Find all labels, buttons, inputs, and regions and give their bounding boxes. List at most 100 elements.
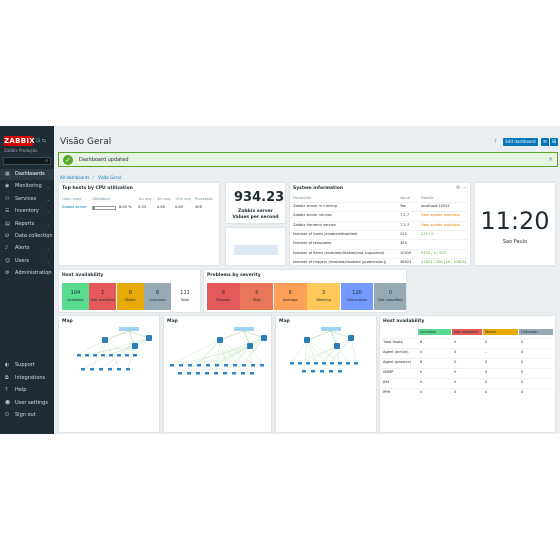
map-link <box>321 337 352 371</box>
sidebar-item-dashboards[interactable]: ▦ Dashboards <box>0 169 54 180</box>
kiosk-icon[interactable]: ⊡ <box>36 138 41 144</box>
search-icon[interactable]: ⌕ <box>45 158 48 164</box>
map-canvas-3[interactable] <box>276 324 377 433</box>
tile-available[interactable]: 104 Available <box>62 283 89 310</box>
zabbix-logo[interactable]: ZABBIX <box>4 136 35 146</box>
map-link <box>219 339 244 373</box>
details: localhost:10051 <box>421 204 450 208</box>
sidebar-item-users[interactable]: ☺ Users ⌄ <box>0 256 54 267</box>
tile-mixed[interactable]: 0 Mixed <box>116 283 144 310</box>
row-divider <box>382 367 553 369</box>
tile-count: 3 <box>322 290 326 296</box>
map-link <box>216 337 265 365</box>
map-switch-icon <box>117 354 121 357</box>
map-canvas-2[interactable] <box>164 324 272 433</box>
map-host-icon <box>334 343 340 349</box>
top-hosts-widget: Top hosts by CPU utilization Host name Ut… <box>58 182 220 266</box>
sidebar-item-data-collection[interactable]: ⛁ Data collection ⌄ <box>0 231 54 242</box>
map-link <box>224 345 251 373</box>
sidebar-item-integrations[interactable]: ⧉ Integrations <box>0 373 54 384</box>
value: Yes <box>400 204 406 208</box>
tile-total[interactable]: 111 Total <box>171 283 199 310</box>
sidebar-item-label: Reports <box>15 220 35 227</box>
sidebar-item-services[interactable]: ⚇ Services ⌄ <box>0 194 54 205</box>
widget-title: Map <box>62 319 73 324</box>
count-cell: 0 <box>454 380 457 384</box>
sidebar-item-inventory[interactable]: ☰ Inventory ⌄ <box>0 206 54 217</box>
widget-menu-icon[interactable]: ⚙ ⋯ <box>455 185 467 191</box>
breadcrumb: All dashboards / Visão Geral <box>60 175 121 180</box>
breadcrumb-current[interactable]: Visão Geral <box>98 175 121 180</box>
map-switch-icon <box>354 362 358 365</box>
count-cell: 0 <box>521 370 524 374</box>
map-host-icon <box>247 343 253 349</box>
details: 9742 / 0 / 677 <box>421 250 447 255</box>
close-icon[interactable]: × <box>547 156 553 163</box>
breadcrumb-all-dashboards[interactable]: All dashboards <box>60 175 90 180</box>
map-host-icon <box>348 335 354 341</box>
map-switch-icon <box>302 370 306 373</box>
map-switch-icon <box>178 372 182 375</box>
tile-count: 0 <box>388 290 393 296</box>
map-switch-icon <box>320 370 324 373</box>
widget-title: Host availability <box>62 273 104 278</box>
count-cell: 0 <box>420 380 423 384</box>
map-label-box <box>119 327 139 331</box>
help-icon[interactable]: ? <box>494 139 497 145</box>
sidebar-item-administration[interactable]: ⚙ Administration ⌄ <box>0 268 54 279</box>
tile-disaster[interactable]: 6 Disaster <box>207 283 240 310</box>
sidebar-item-reports[interactable]: ▤ Reports ⌄ <box>0 219 54 230</box>
count-cell: 0 <box>485 340 488 344</box>
tile-average[interactable]: 6 Average <box>273 283 307 310</box>
more-actions-button[interactable]: ≡ <box>541 138 549 146</box>
values-per-second-value: 934.23↓ <box>234 190 285 205</box>
count-cell: 0 <box>521 350 524 354</box>
tile-information[interactable]: 120 Information <box>340 283 374 310</box>
map-link <box>336 345 341 371</box>
tile-unknown[interactable]: 6 Unknown <box>144 283 172 310</box>
tile-label: Disaster <box>216 298 231 302</box>
map-link <box>171 339 221 365</box>
sidebar-item-monitoring[interactable]: ◉ Monitoring ⌄ <box>0 181 54 192</box>
tile-warning[interactable]: 3 Warning <box>307 283 341 310</box>
sidebar-item-label: Users <box>15 257 30 264</box>
map-switch-icon <box>232 372 236 375</box>
sidebar-item-label: Alerts <box>15 245 30 252</box>
row-divider <box>292 220 468 222</box>
sidebar-item-support[interactable]: ◐ Support <box>0 360 54 371</box>
status-header-available: Available <box>418 329 451 335</box>
user-icon: ☺ <box>5 257 11 264</box>
tile-label: High <box>252 298 261 302</box>
tile-high[interactable]: 5 High <box>240 283 274 310</box>
host-availability-widget: Host availability 104 Available 1 Not avail… <box>58 269 201 313</box>
count-cell: 0 <box>420 350 423 354</box>
sidebar-tools[interactable]: ⊡ ⇆ <box>36 138 46 144</box>
tile-not-classified[interactable]: 0 Not classified <box>374 283 406 310</box>
parameter: Number of items (enabled/disabled/not su… <box>293 250 385 255</box>
map-switch-icon <box>338 362 342 365</box>
sidebar-item-label: Help <box>15 387 27 393</box>
value: 10419 <box>400 250 412 255</box>
parameter: Number of triggers (enabled/disabled [pr… <box>293 259 387 264</box>
map-link <box>306 339 317 363</box>
sidebar-item-sign-out[interactable]: ⏻ Sign out <box>0 410 54 421</box>
integrations-icon: ⧉ <box>5 374 9 381</box>
edit-dashboard-button[interactable]: Edit dashboard <box>503 138 538 146</box>
map-switch-icon <box>290 362 294 365</box>
sidebar-item-user-settings[interactable]: ☻ User settings <box>0 398 54 409</box>
collapse-icon[interactable]: ⇆ <box>41 138 46 144</box>
map-link <box>219 330 245 341</box>
sidebar-item-help[interactable]: ? Help <box>0 385 54 396</box>
kiosk-mode-button[interactable]: ⊞ <box>550 138 558 146</box>
sidebar-item-alerts[interactable]: ♪ Alerts ⌄ <box>0 243 54 254</box>
clock-widget: 11:20 Sao Paulo <box>474 182 556 266</box>
host-name-link[interactable]: Zabbix server <box>62 205 87 209</box>
row-divider <box>382 377 553 379</box>
tile-label: Information <box>346 298 368 302</box>
row-divider <box>382 347 553 349</box>
map-canvas-1[interactable] <box>59 324 160 433</box>
count-cell: 0 <box>521 360 524 364</box>
sidebar-search-input[interactable]: ⌕ <box>3 157 51 165</box>
tile-not-available[interactable]: 1 Not available <box>89 283 117 310</box>
map-switch-icon <box>90 368 94 371</box>
